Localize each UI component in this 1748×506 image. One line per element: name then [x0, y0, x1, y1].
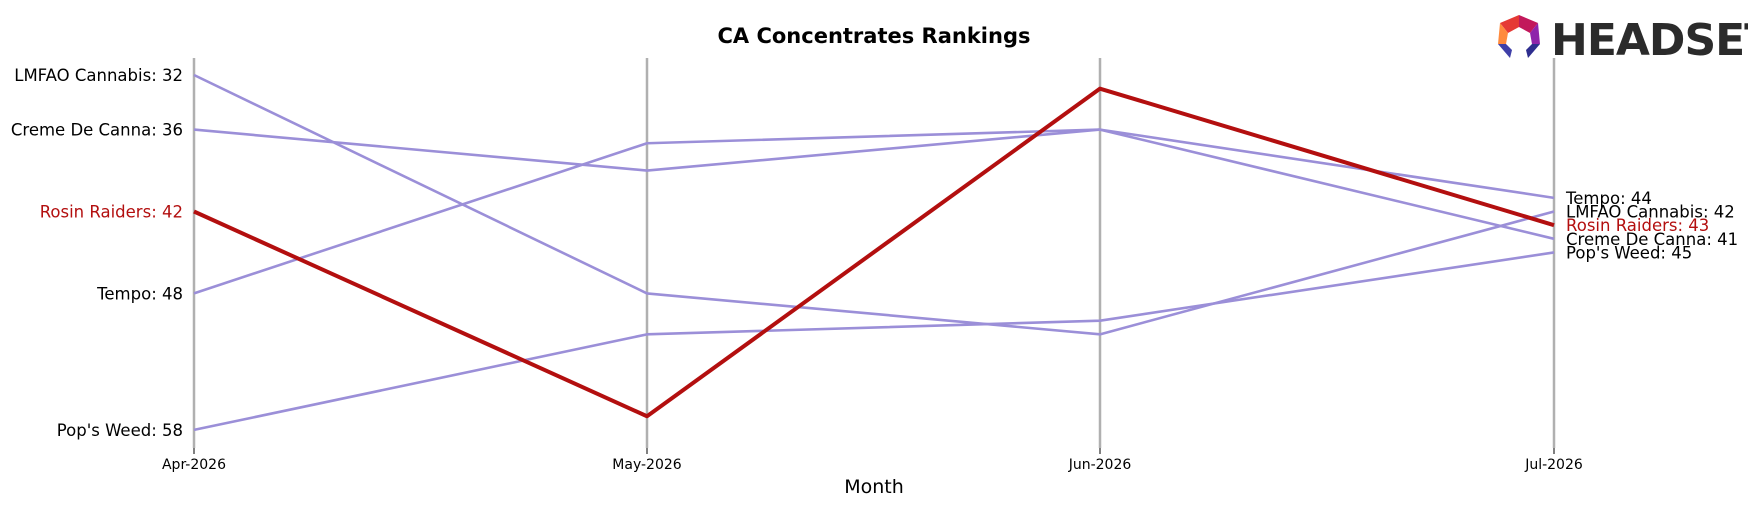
left-label-creme-de-canna: Creme De Canna: 36: [11, 121, 183, 140]
right-label-pop-s-weed: Pop's Weed: 45: [1566, 243, 1692, 262]
right-label-creme-de-canna: Creme De Canna: 41: [1566, 230, 1738, 249]
series-line-lmfao-cannabis: [193, 73, 1555, 336]
series-line-tempo: [193, 128, 1555, 295]
left-label-rosin-raiders: Rosin Raiders: 42: [40, 203, 183, 222]
left-label-lmfao-cannabis: LMFAO Cannabis: 32: [14, 66, 183, 85]
x-tick-label-jul-2026: Jul-2026: [1524, 457, 1583, 473]
x-tick-label-may-2026: May-2026: [612, 457, 681, 473]
series-labels: LMFAO Cannabis: 32 Creme De Canna: 36 Rosi…: [11, 66, 1738, 440]
chart-title: CA Concentrates Rankings: [717, 24, 1030, 48]
series-line-creme-de-canna: [193, 128, 1555, 241]
x-axis-label: Month: [844, 476, 904, 498]
headset-logo: HEADSET: [1498, 15, 1748, 66]
series-lines: [193, 73, 1555, 432]
logo-wordmark: HEADSET: [1551, 15, 1748, 66]
headset-logo-icon: [1498, 15, 1540, 58]
left-label-tempo: Tempo: 48: [96, 284, 183, 303]
right-label-rosin-raiders: Rosin Raiders: 43: [1566, 216, 1709, 235]
x-ticks: Apr-2026 May-2026 Jun-2026 Jul-2026: [162, 448, 1583, 473]
right-label-tempo: Tempo: 44: [1565, 189, 1652, 208]
left-label-pop-s-weed: Pop's Weed: 58: [57, 421, 183, 440]
x-tick-label-jun-2026: Jun-2026: [1068, 457, 1132, 473]
series-line-pop-s-weed: [193, 251, 1555, 432]
right-label-lmfao-cannabis: LMFAO Cannabis: 42: [1566, 203, 1735, 222]
x-tick-label-apr-2026: Apr-2026: [162, 457, 226, 473]
series-line-rosin-raiders: [193, 86, 1555, 419]
